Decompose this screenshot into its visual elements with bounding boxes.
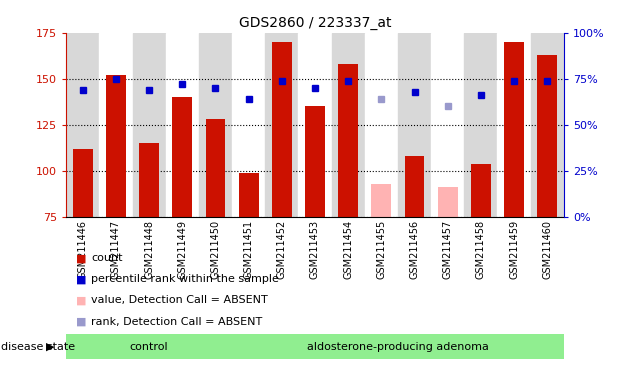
Bar <box>464 33 498 217</box>
Text: ▶: ▶ <box>46 341 54 352</box>
Text: control: control <box>130 341 168 352</box>
Bar <box>471 164 491 217</box>
Bar <box>232 334 564 359</box>
Bar <box>132 33 166 217</box>
Text: percentile rank within the sample: percentile rank within the sample <box>91 274 279 285</box>
Bar <box>305 106 325 217</box>
Bar <box>404 156 425 217</box>
Bar <box>530 33 564 217</box>
Text: aldosterone-producing adenoma: aldosterone-producing adenoma <box>307 341 489 352</box>
Bar <box>431 33 464 217</box>
Bar <box>139 143 159 217</box>
Bar <box>239 173 258 217</box>
Bar <box>438 187 457 217</box>
Text: rank, Detection Call = ABSENT: rank, Detection Call = ABSENT <box>91 316 263 327</box>
Bar <box>537 55 557 217</box>
Bar <box>265 33 299 217</box>
Bar <box>232 33 265 217</box>
Bar <box>205 119 226 217</box>
Bar <box>498 33 530 217</box>
Bar <box>106 75 126 217</box>
Text: count: count <box>91 253 123 263</box>
Text: disease state: disease state <box>1 341 75 352</box>
Text: ■: ■ <box>76 316 86 327</box>
Bar <box>504 42 524 217</box>
Bar <box>66 33 100 217</box>
Bar <box>272 42 292 217</box>
Bar <box>100 33 132 217</box>
Bar <box>398 33 431 217</box>
Bar <box>173 97 192 217</box>
Title: GDS2860 / 223337_at: GDS2860 / 223337_at <box>239 16 391 30</box>
Text: ■: ■ <box>76 253 86 263</box>
Bar <box>338 64 358 217</box>
Text: value, Detection Call = ABSENT: value, Detection Call = ABSENT <box>91 295 268 306</box>
Text: ■: ■ <box>76 295 86 306</box>
Bar <box>299 33 331 217</box>
Text: ■: ■ <box>76 274 86 285</box>
Bar <box>331 33 365 217</box>
Bar <box>365 33 398 217</box>
Bar <box>372 184 391 217</box>
Bar <box>199 33 232 217</box>
Bar <box>166 33 199 217</box>
Bar <box>66 334 232 359</box>
Bar <box>73 149 93 217</box>
